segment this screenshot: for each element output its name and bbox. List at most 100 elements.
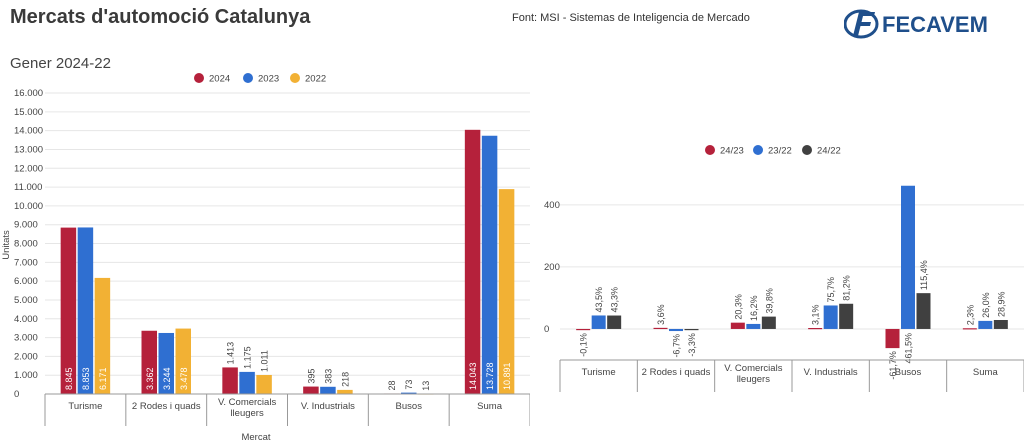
y-tick-label: 5.000 xyxy=(14,295,38,306)
data-label: 28 xyxy=(387,380,397,390)
fecavem-logo: FECAVEM xyxy=(844,9,988,39)
data-label: 3,6% xyxy=(656,304,666,325)
data-label: 395 xyxy=(306,369,316,384)
data-label: -3,3% xyxy=(687,333,697,357)
x-tick-label: Suma xyxy=(973,367,999,378)
data-label: 115,4% xyxy=(919,260,929,290)
legend-label: 24/23 xyxy=(720,146,744,157)
data-label: 43,5% xyxy=(594,287,604,313)
data-label: 13.728 xyxy=(485,362,495,390)
bar xyxy=(823,305,838,329)
y-tick-label: 2.000 xyxy=(14,351,38,362)
x-axis-title: Mercat xyxy=(241,432,270,443)
bar xyxy=(158,332,174,394)
data-label: 10.891 xyxy=(502,362,512,390)
data-label: 8.853 xyxy=(81,367,91,390)
bar xyxy=(401,392,417,394)
data-label: 1.011 xyxy=(260,350,270,372)
legend-marker xyxy=(243,73,253,83)
x-tick-label: Turisme xyxy=(68,401,102,412)
chart-variation: 0 200 400 24/23 23/22 24/22 -0,1% 43,5% 43,3% 3,6… xyxy=(544,145,1024,392)
logo-swoosh-icon xyxy=(844,9,879,39)
data-label: 3.244 xyxy=(162,367,172,390)
bar xyxy=(808,328,823,330)
data-label: -61,7% xyxy=(888,351,898,380)
y-tick-label: 13.000 xyxy=(14,144,43,155)
x-tick-label: V. Industrials xyxy=(804,367,858,378)
y-tick-label: 200 xyxy=(544,262,560,273)
y-tick-label: 8.000 xyxy=(14,239,38,250)
x-tick-label: Busos xyxy=(895,367,922,378)
bar xyxy=(337,389,353,394)
data-label: 81,2% xyxy=(842,275,852,301)
legend-label: 24/22 xyxy=(817,146,841,157)
legend-marker xyxy=(194,73,204,83)
data-label: 3.362 xyxy=(145,367,155,390)
data-label: 383 xyxy=(323,369,333,384)
y-tick-label: 0 xyxy=(14,389,19,400)
bar xyxy=(303,386,319,394)
bar xyxy=(746,323,761,329)
data-label: -0,1% xyxy=(579,333,589,357)
data-label: 3,1% xyxy=(811,304,821,325)
legend-marker xyxy=(802,145,812,155)
data-label: 73 xyxy=(404,380,414,390)
y-tick-label: 1.000 xyxy=(14,370,38,381)
data-label: -6,7% xyxy=(672,334,682,358)
bar xyxy=(916,293,931,329)
bar xyxy=(498,189,515,394)
y-tick-label: 11.000 xyxy=(14,182,42,193)
data-label: 75,7% xyxy=(826,277,836,303)
y-tick-label: 0 xyxy=(544,324,549,335)
legend-label: 23/22 xyxy=(768,146,792,157)
x-tick-label: V. Comercials xyxy=(218,397,277,408)
bar xyxy=(481,135,498,394)
data-label: 1.413 xyxy=(226,342,236,365)
x-tick-label: Busos xyxy=(396,401,423,412)
bar xyxy=(761,316,776,329)
bar xyxy=(839,303,854,329)
data-label: 2,3% xyxy=(965,305,975,326)
bar xyxy=(993,319,1008,329)
y-tick-label: 400 xyxy=(544,200,560,211)
legend-label: 2022 xyxy=(305,74,326,85)
bar xyxy=(885,328,900,349)
data-label: 16,2% xyxy=(749,295,759,321)
x-tick-label: Turisme xyxy=(582,367,616,378)
data-label: 6.171 xyxy=(98,367,108,390)
bar xyxy=(669,328,683,332)
x-tick-label: V. Industrials xyxy=(301,401,355,412)
bar xyxy=(175,328,191,394)
x-tick-label: lleugers xyxy=(737,374,771,385)
y-tick-label: 6.000 xyxy=(14,276,38,287)
legend-marker xyxy=(705,145,715,155)
y-tick-label: 10.000 xyxy=(14,201,43,212)
y-tick-label: 4.000 xyxy=(14,314,38,325)
data-label: 8.845 xyxy=(64,367,74,390)
bar xyxy=(653,327,668,330)
data-label: 3.478 xyxy=(179,367,189,390)
bar xyxy=(464,129,481,394)
period-label: Gener 2024-22 xyxy=(10,55,111,72)
data-label: 218 xyxy=(340,372,350,387)
y-tick-label: 14.000 xyxy=(14,126,43,137)
y-tick-label: 16.000 xyxy=(14,88,43,99)
bar xyxy=(962,328,977,330)
bar xyxy=(978,320,993,329)
bar xyxy=(320,386,336,394)
bar xyxy=(730,322,745,329)
y-tick-label: 9.000 xyxy=(14,220,38,231)
x-tick-label: 2 Rodes i quads xyxy=(642,367,711,378)
legend-label: 2024 xyxy=(209,74,230,85)
data-label: 20,3% xyxy=(733,294,743,320)
y-tick-label: 12.000 xyxy=(14,163,43,174)
y-tick-label: 7.000 xyxy=(14,257,38,268)
bar xyxy=(141,330,157,394)
x-tick-label: lleugers xyxy=(230,408,264,419)
data-label: 43,3% xyxy=(610,287,620,313)
y-tick-label: 3.000 xyxy=(14,333,38,344)
data-label: 1.175 xyxy=(243,346,253,369)
bar xyxy=(77,227,94,394)
data-label: 26,0% xyxy=(981,292,991,318)
bar xyxy=(60,227,77,394)
